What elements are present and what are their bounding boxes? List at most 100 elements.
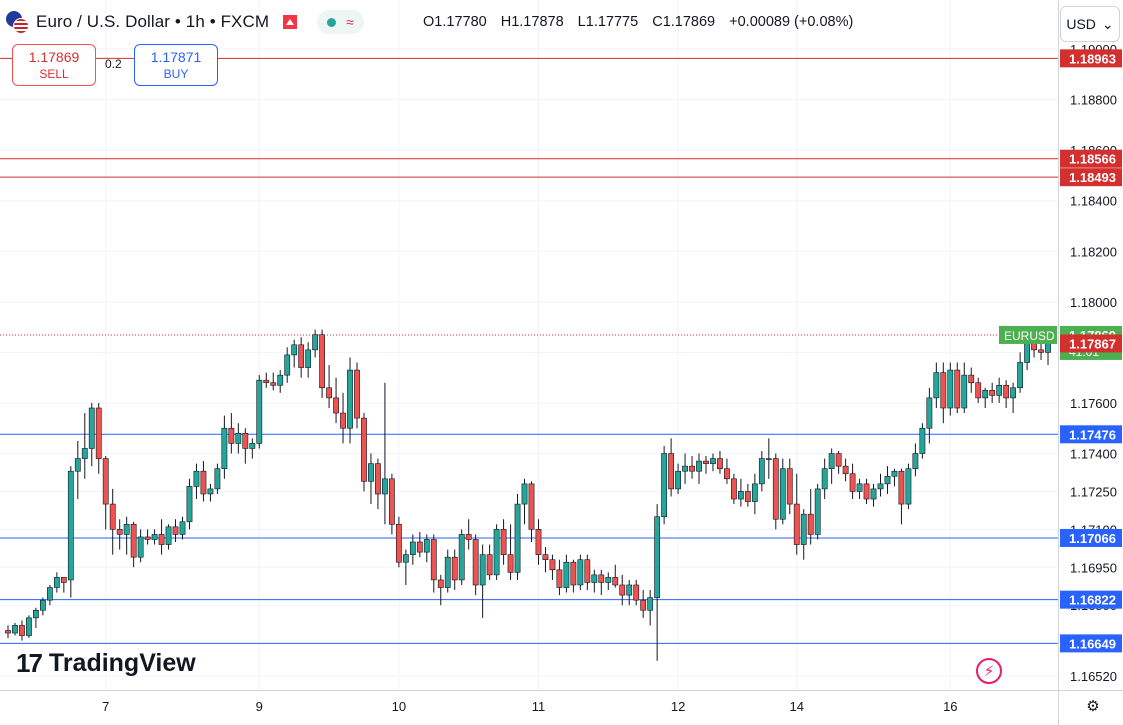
candle[interactable] bbox=[633, 579, 640, 606]
candle[interactable] bbox=[158, 519, 165, 555]
lightning-icon[interactable]: ⚡ bbox=[976, 658, 1002, 684]
candle[interactable] bbox=[744, 483, 751, 507]
candle[interactable] bbox=[221, 415, 228, 479]
buy-button[interactable]: 1.17871 BUY bbox=[134, 44, 218, 86]
sell-button[interactable]: 1.17869 SELL bbox=[12, 44, 96, 86]
candle[interactable] bbox=[123, 516, 130, 555]
candle[interactable] bbox=[535, 519, 542, 565]
candle[interactable] bbox=[619, 574, 626, 606]
candle[interactable] bbox=[758, 450, 765, 492]
candle[interactable] bbox=[200, 461, 207, 502]
candle[interactable] bbox=[291, 339, 298, 368]
candle[interactable] bbox=[696, 453, 702, 484]
candle[interactable] bbox=[612, 564, 619, 588]
candle[interactable] bbox=[256, 375, 263, 449]
candle[interactable] bbox=[12, 622, 18, 636]
candle[interactable] bbox=[1003, 380, 1010, 409]
candle[interactable] bbox=[193, 463, 200, 500]
candle[interactable] bbox=[263, 372, 270, 388]
candle[interactable] bbox=[395, 516, 402, 568]
candle[interactable] bbox=[542, 547, 549, 573]
candle[interactable] bbox=[863, 478, 870, 505]
candle[interactable] bbox=[19, 620, 25, 641]
candle[interactable] bbox=[703, 456, 709, 474]
candle[interactable] bbox=[298, 337, 305, 378]
tradingview-logo[interactable]: 17 TradingView bbox=[16, 648, 196, 679]
candle[interactable] bbox=[284, 347, 291, 383]
candle[interactable] bbox=[647, 590, 654, 626]
candle[interactable] bbox=[877, 473, 884, 497]
candle[interactable] bbox=[388, 473, 395, 535]
candle[interactable] bbox=[933, 362, 940, 409]
candle[interactable] bbox=[961, 362, 968, 414]
candle[interactable] bbox=[626, 579, 633, 606]
candle[interactable] bbox=[731, 473, 737, 505]
candle[interactable] bbox=[905, 463, 912, 510]
candle[interactable] bbox=[361, 413, 367, 492]
time-axis[interactable]: 7 9 10 11 12 14 16 bbox=[102, 699, 957, 714]
candle[interactable] bbox=[591, 569, 598, 593]
flag-marker-icon[interactable] bbox=[283, 15, 298, 29]
candle[interactable] bbox=[870, 483, 877, 507]
candle[interactable] bbox=[975, 377, 982, 403]
candle[interactable] bbox=[954, 362, 961, 414]
candle[interactable] bbox=[207, 483, 214, 502]
candle[interactable] bbox=[109, 488, 116, 555]
candle[interactable] bbox=[437, 574, 444, 606]
candle[interactable] bbox=[354, 362, 360, 429]
settings-gear-icon[interactable]: ⚙ bbox=[1086, 698, 1100, 715]
candle[interactable] bbox=[242, 428, 249, 464]
candle[interactable] bbox=[640, 590, 647, 618]
candle[interactable] bbox=[319, 329, 325, 398]
candle[interactable] bbox=[186, 478, 193, 530]
candle[interactable] bbox=[465, 519, 472, 550]
candle[interactable] bbox=[668, 438, 674, 497]
candle[interactable] bbox=[556, 559, 563, 596]
candle[interactable] bbox=[402, 549, 409, 585]
candle[interactable] bbox=[989, 382, 996, 403]
candle[interactable] bbox=[765, 438, 772, 479]
candle[interactable] bbox=[514, 493, 521, 580]
candle[interactable] bbox=[521, 478, 528, 525]
candle[interactable] bbox=[891, 468, 898, 487]
candle[interactable] bbox=[382, 382, 388, 525]
candle[interactable] bbox=[996, 377, 1003, 403]
candle[interactable] bbox=[214, 463, 221, 494]
candle[interactable] bbox=[5, 625, 11, 639]
candle[interactable] bbox=[682, 453, 688, 484]
candle[interactable] bbox=[130, 521, 137, 568]
candle[interactable] bbox=[751, 473, 758, 515]
candle[interactable] bbox=[800, 509, 807, 560]
price-axis[interactable]: 1.165201.168001.169501.171001.172501.174… bbox=[1070, 42, 1117, 684]
candle[interactable] bbox=[144, 529, 151, 545]
candle[interactable] bbox=[137, 529, 144, 563]
candle[interactable] bbox=[724, 458, 730, 484]
candle[interactable] bbox=[172, 519, 179, 543]
candle[interactable] bbox=[228, 413, 235, 454]
candle[interactable] bbox=[584, 554, 591, 591]
candle[interactable] bbox=[898, 468, 905, 525]
candle[interactable] bbox=[1010, 382, 1017, 414]
candle[interactable] bbox=[375, 458, 381, 510]
candle[interactable] bbox=[1038, 342, 1044, 360]
candle[interactable] bbox=[333, 377, 339, 424]
candle[interactable] bbox=[368, 453, 374, 505]
candle[interactable] bbox=[67, 466, 74, 598]
candle[interactable] bbox=[821, 458, 828, 500]
candle[interactable] bbox=[326, 365, 332, 409]
candle[interactable] bbox=[779, 458, 786, 525]
candle[interactable] bbox=[570, 559, 577, 593]
candle[interactable] bbox=[88, 402, 95, 467]
candle[interactable] bbox=[60, 577, 67, 593]
candle[interactable] bbox=[710, 453, 716, 472]
candle[interactable] bbox=[500, 519, 507, 565]
candle[interactable] bbox=[249, 438, 256, 459]
candle[interactable] bbox=[493, 524, 500, 580]
candle[interactable] bbox=[151, 529, 158, 545]
candle[interactable] bbox=[444, 549, 451, 593]
candle[interactable] bbox=[605, 572, 612, 591]
candle[interactable] bbox=[479, 544, 486, 618]
candle[interactable] bbox=[528, 481, 535, 543]
candle[interactable] bbox=[102, 456, 109, 530]
